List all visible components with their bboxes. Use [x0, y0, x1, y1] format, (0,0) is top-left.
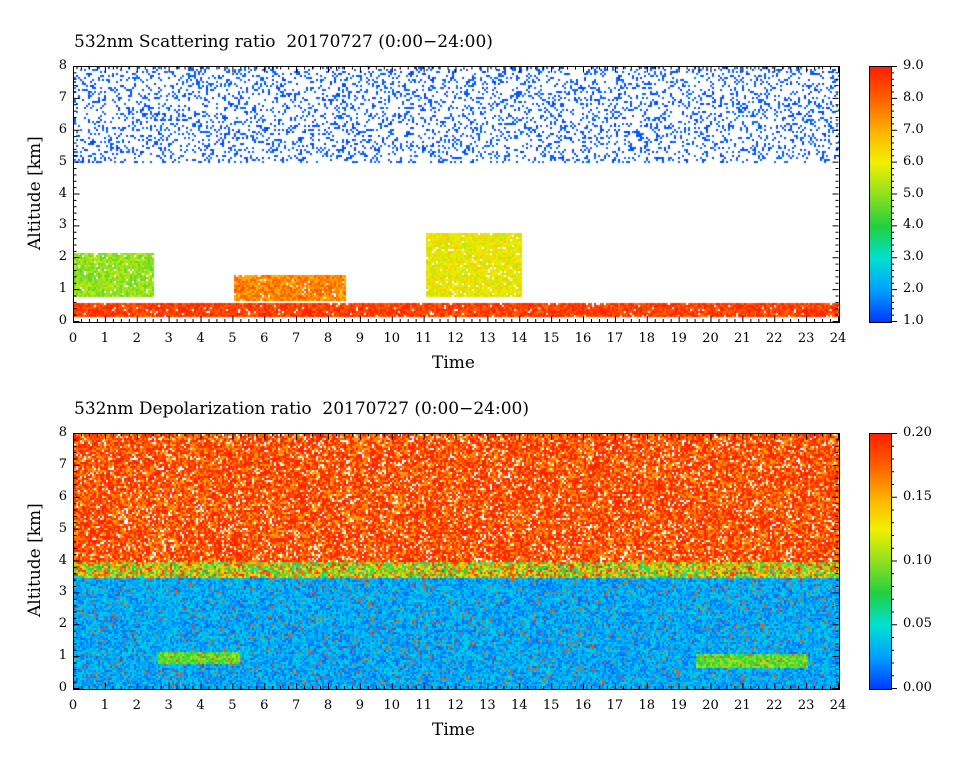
x-tick-label: 23	[797, 331, 815, 346]
colorbar-tick-label: 5.0	[903, 185, 924, 201]
chart-title: 532nm Depolarization ratio 20170727 (0:0…	[74, 399, 529, 419]
x-tick-label: 17	[606, 331, 624, 346]
x-tick-label: 21	[734, 698, 751, 713]
chart-title: 532nm Scattering ratio 20170727 (0:00−24…	[74, 32, 493, 52]
y-tick-label: 4	[58, 552, 67, 568]
x-tick-label: 13	[479, 331, 496, 346]
x-tick-label: 0	[68, 331, 78, 346]
x-tick-label: 15	[542, 331, 560, 346]
x-tick-label: 5	[228, 331, 237, 346]
colorbar-tick-label: 0.15	[903, 488, 932, 504]
y-tick-label: 6	[58, 121, 67, 137]
x-tick-label: 9	[355, 698, 365, 713]
colorbar-tick-label: 0.20	[903, 425, 932, 440]
y-tick-label: 7	[58, 89, 67, 105]
plot-area	[73, 66, 840, 323]
x-tick-label: 12	[447, 331, 464, 346]
colorbar-tick-label: 7.0	[903, 121, 924, 137]
x-tick-label: 18	[638, 698, 656, 713]
x-tick-label: 4	[196, 331, 205, 346]
x-tick-label: 16	[574, 698, 592, 713]
x-tick-label: 20	[702, 331, 719, 346]
colorbar-tick-label: 0.00	[903, 680, 932, 695]
colorbar-tick-label: 2.0	[903, 281, 924, 297]
x-tick-label: 12	[447, 698, 464, 713]
x-tick-label: 18	[638, 331, 656, 346]
x-tick-label: 7	[291, 331, 301, 346]
x-tick-label: 24	[829, 698, 847, 713]
heatmap-canvas	[74, 434, 839, 689]
x-tick-label: 19	[670, 698, 687, 713]
x-tick-label: 0	[68, 698, 78, 713]
x-tick-label: 3	[164, 698, 173, 713]
x-tick-label: 10	[383, 331, 401, 346]
x-tick-label: 11	[415, 331, 432, 346]
colorbar-tick-label: 9.0	[903, 58, 924, 73]
colorbar-tick-label: 4.0	[903, 217, 924, 233]
x-tick-label: 22	[765, 331, 783, 346]
colorbar-tick-label: 6.0	[903, 153, 924, 169]
heatmap-canvas	[74, 67, 839, 322]
x-tick-label: 5	[228, 698, 237, 713]
x-tick-label: 8	[323, 698, 333, 713]
colorbar-tick-label: 0.05	[903, 616, 932, 632]
plot-area	[73, 433, 840, 690]
x-tick-label: 16	[574, 331, 592, 346]
x-tick-label: 11	[415, 698, 432, 713]
y-tick-label: 8	[58, 425, 67, 440]
x-tick-label: 15	[542, 698, 560, 713]
y-tick-label: 5	[58, 153, 67, 169]
colorbar-tick-label: 1.0	[903, 313, 924, 328]
x-tick-label: 10	[383, 698, 401, 713]
y-tick-label: 0	[58, 680, 67, 695]
x-tick-label: 1	[100, 331, 110, 346]
y-tick-label: 3	[58, 217, 67, 233]
x-tick-label: 22	[765, 698, 783, 713]
x-tick-label: 23	[797, 698, 815, 713]
x-tick-label: 19	[670, 331, 687, 346]
scattering-panel: 532nm Scattering ratio 20170727 (0:00−24…	[25, 32, 924, 373]
x-tick-label: 6	[260, 698, 269, 713]
y-tick-label: 2	[58, 249, 67, 265]
y-tick-label: 7	[58, 456, 67, 472]
x-tick-label: 8	[323, 331, 333, 346]
x-tick-label: 2	[132, 331, 141, 346]
y-tick-label: 8	[58, 58, 67, 73]
x-tick-label: 20	[702, 698, 719, 713]
x-tick-label: 21	[734, 331, 751, 346]
x-tick-label: 7	[291, 698, 301, 713]
colorbar-tick-label: 3.0	[903, 249, 924, 265]
y-tick-label: 6	[58, 488, 67, 504]
y-tick-label: 3	[58, 584, 67, 600]
y-tick-label: 1	[58, 648, 67, 664]
y-tick-label: 2	[58, 616, 67, 632]
x-tick-label: 1	[100, 698, 110, 713]
x-tick-label: 9	[355, 331, 365, 346]
x-tick-label: 14	[510, 698, 528, 713]
x-tick-label: 13	[479, 698, 496, 713]
colorbar-tick-label: 0.10	[903, 552, 932, 568]
x-tick-label: 3	[164, 331, 173, 346]
x-tick-label: 2	[132, 698, 141, 713]
x-tick-label: 17	[606, 698, 624, 713]
y-tick-label: 1	[58, 281, 67, 297]
y-tick-label: 5	[58, 520, 67, 536]
x-axis-label: Time	[432, 720, 475, 740]
x-tick-label: 14	[510, 331, 528, 346]
y-tick-label: 4	[58, 185, 67, 201]
x-axis-label: Time	[432, 353, 475, 373]
x-tick-label: 6	[260, 331, 269, 346]
colorbar-tick-label: 8.0	[903, 89, 924, 105]
x-tick-label: 4	[196, 698, 205, 713]
x-tick-label: 24	[829, 331, 847, 346]
y-tick-label: 0	[58, 313, 67, 328]
